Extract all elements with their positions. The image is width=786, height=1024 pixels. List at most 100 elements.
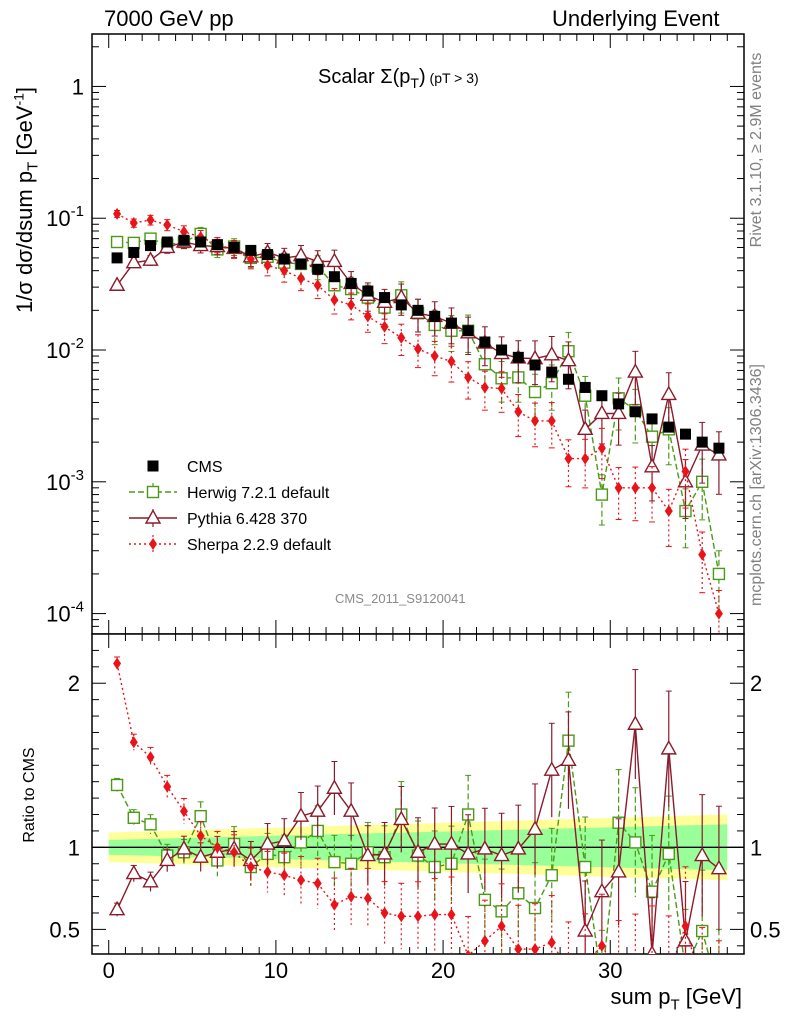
- ratio-point: [230, 846, 239, 859]
- data-point: [111, 252, 123, 264]
- data-point: [412, 304, 424, 316]
- legend-entry: Sherpa 2.2.9 default: [129, 535, 332, 554]
- data-point: [627, 363, 644, 378]
- data-point: [195, 236, 207, 248]
- data-point: [280, 264, 289, 277]
- data-point: [161, 236, 173, 248]
- ratio-point: [129, 736, 138, 749]
- data-point: [479, 336, 491, 348]
- ratio-point: [627, 715, 644, 730]
- x-tick-label: 30: [598, 958, 622, 983]
- data-point: [110, 235, 124, 249]
- data-point: [679, 428, 691, 440]
- data-point: [129, 217, 138, 230]
- ratio-point: [696, 924, 709, 938]
- x-tick-label: 0: [103, 958, 115, 983]
- data-point: [497, 382, 506, 395]
- data-point: [698, 548, 707, 561]
- ratio-point: [159, 851, 176, 867]
- ratio-point: [564, 964, 572, 976]
- data-point: [379, 292, 391, 304]
- ratio-series-1: [108, 669, 728, 954]
- legend-entry: Pythia 6.428 370: [129, 509, 307, 528]
- ratio-point: [480, 934, 489, 947]
- ratio-point: [347, 890, 356, 903]
- ratio-point: [179, 805, 188, 818]
- ratio-point: [146, 751, 155, 764]
- annotation-sub: T: [410, 75, 419, 91]
- data-point: [228, 241, 240, 253]
- data-point: [560, 351, 577, 367]
- main-y-tick-label: 10-4: [46, 599, 84, 627]
- data-point: [712, 567, 726, 581]
- data-point: [430, 350, 439, 363]
- ratio-point: [677, 931, 694, 947]
- data-point: [713, 442, 725, 454]
- ratio-point: [259, 835, 276, 850]
- ratio-point: [276, 831, 293, 847]
- data-point: [363, 310, 372, 323]
- ratio-point: [313, 877, 322, 890]
- ratio-point: [662, 847, 675, 861]
- data-point: [296, 272, 305, 285]
- main-panel: 10-4 10-3 10-2 10-1 1: [46, 33, 745, 635]
- ratio-point: [309, 802, 326, 817]
- ratio-point: [246, 861, 255, 874]
- ratio-point: [330, 898, 339, 911]
- data-point: [263, 259, 272, 272]
- data-point: [531, 414, 540, 427]
- ratio-point: [593, 882, 611, 898]
- ratio-y-tick-label: 1: [68, 835, 80, 860]
- ratio-point: [213, 841, 222, 854]
- ratio-point: [629, 836, 642, 849]
- data-point: [562, 373, 574, 385]
- process-label: Underlying Event: [552, 6, 720, 31]
- ratio-point: [194, 809, 207, 823]
- ratio-point: [326, 779, 343, 794]
- data-point: [313, 279, 322, 292]
- ratio-y-tick-label: 2: [68, 671, 80, 696]
- x-tick-label: 20: [431, 958, 455, 983]
- ratio-point: [528, 901, 542, 915]
- ratio-y-tick-label-right: 0.5: [750, 917, 781, 942]
- data-point: [295, 258, 307, 270]
- data-point: [447, 355, 456, 368]
- ratio-point: [447, 908, 456, 921]
- ratio-point: [647, 945, 658, 954]
- data-point: [696, 436, 708, 448]
- main-y-tick-label: 1: [72, 74, 84, 99]
- annotation-cut: (pT > 3): [425, 70, 479, 86]
- ratio-point: [581, 958, 589, 970]
- data-point: [614, 481, 623, 494]
- ratio-point: [125, 864, 142, 880]
- ratio-point: [192, 848, 209, 863]
- ratio-point: [409, 843, 427, 858]
- data-point: [414, 342, 422, 355]
- ratio-point: [144, 818, 157, 831]
- ratio-point: [497, 920, 506, 933]
- data-point: [543, 345, 560, 361]
- main-data: [108, 207, 728, 634]
- data-point: [328, 271, 340, 283]
- ratio-point: [127, 811, 140, 824]
- main-series-0: [111, 234, 725, 454]
- ratio-point: [344, 857, 358, 870]
- ratio-point: [543, 761, 560, 776]
- legend-marker: [149, 538, 157, 550]
- data-point: [528, 385, 542, 399]
- data-point: [347, 298, 356, 311]
- ratio-point: [397, 910, 406, 923]
- data-point: [512, 351, 524, 363]
- ratio-point: [597, 939, 606, 952]
- ratio-point: [710, 859, 728, 875]
- ratio-point: [363, 892, 372, 905]
- legend-marker: [144, 509, 162, 524]
- ratio-point: [113, 657, 122, 670]
- data-point: [681, 465, 690, 478]
- data-point: [278, 253, 290, 265]
- ratio-point: [196, 829, 205, 842]
- ratio-point: [665, 968, 673, 980]
- data-point: [664, 505, 673, 518]
- main-y-tick-label: 10-3: [46, 467, 84, 495]
